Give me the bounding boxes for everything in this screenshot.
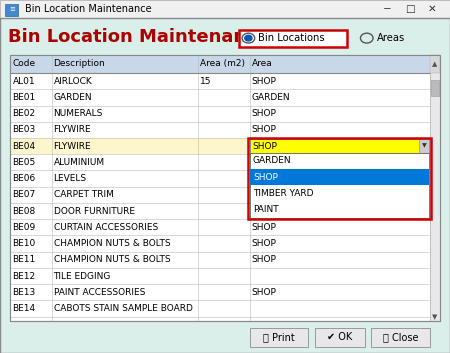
Text: BE01: BE01 <box>13 93 36 102</box>
Text: ALUMINIUM: ALUMINIUM <box>54 158 105 167</box>
Bar <box>250 328 308 347</box>
Text: CARPET TRIM: CARPET TRIM <box>54 190 113 199</box>
Circle shape <box>245 35 252 41</box>
Text: Description: Description <box>54 59 105 68</box>
Bar <box>10 73 430 89</box>
Text: ▼: ▼ <box>432 314 438 320</box>
Text: TIMBER YARD: TIMBER YARD <box>253 189 313 198</box>
Bar <box>250 153 429 218</box>
Text: GARDEN: GARDEN <box>253 156 292 166</box>
Bar <box>10 235 430 252</box>
Text: PAINT: PAINT <box>253 205 279 214</box>
Text: −: − <box>382 4 392 14</box>
Bar <box>419 139 429 153</box>
Text: BE13: BE13 <box>13 288 36 297</box>
Text: 🗂 Close: 🗂 Close <box>383 333 418 342</box>
Text: SHOP: SHOP <box>252 125 276 134</box>
Text: LEVELS: LEVELS <box>54 174 87 183</box>
Text: AIRLOCK: AIRLOCK <box>54 77 92 86</box>
Bar <box>430 55 440 321</box>
Text: AL01: AL01 <box>13 77 35 86</box>
Text: BE11: BE11 <box>13 255 36 264</box>
Bar <box>10 219 430 235</box>
Bar <box>10 300 430 317</box>
Text: Area (m2): Area (m2) <box>200 59 245 68</box>
Text: BE09: BE09 <box>13 223 36 232</box>
Bar <box>431 80 439 96</box>
Text: SHOP: SHOP <box>252 77 276 86</box>
Text: FLYWIRE: FLYWIRE <box>54 142 91 151</box>
Text: GARDEN: GARDEN <box>252 93 290 102</box>
Text: GARDEN: GARDEN <box>54 93 92 102</box>
Bar <box>10 252 430 268</box>
Text: BE10: BE10 <box>13 239 36 248</box>
Text: SHOP: SHOP <box>252 207 276 216</box>
Text: BE05: BE05 <box>13 158 36 167</box>
Text: SHOP: SHOP <box>252 142 277 151</box>
Text: BE02: BE02 <box>13 109 36 118</box>
Text: 15: 15 <box>200 77 212 86</box>
Text: SHOP: SHOP <box>252 109 276 118</box>
Text: □: □ <box>405 4 414 14</box>
Text: TILE EDGING: TILE EDGING <box>54 271 111 281</box>
Bar <box>10 55 440 321</box>
Text: Areas: Areas <box>377 33 405 43</box>
Bar <box>10 268 430 284</box>
Bar <box>250 169 429 185</box>
Bar <box>5 4 18 16</box>
Text: Bin Location Maintenance: Bin Location Maintenance <box>25 4 151 14</box>
Text: SHOP: SHOP <box>252 239 276 248</box>
Bar <box>315 328 365 347</box>
Bar <box>10 89 430 106</box>
Text: SHOP: SHOP <box>252 223 276 232</box>
Bar <box>10 284 430 300</box>
Bar <box>238 30 346 47</box>
Bar <box>10 170 430 187</box>
Text: FLYWIRE: FLYWIRE <box>54 125 91 134</box>
Text: ✔ OK: ✔ OK <box>327 333 352 342</box>
Text: SHOP: SHOP <box>252 255 276 264</box>
Text: BE14: BE14 <box>13 304 36 313</box>
Bar <box>10 154 430 170</box>
Bar <box>10 55 430 73</box>
Bar <box>10 122 430 138</box>
Text: SHOP: SHOP <box>253 173 278 182</box>
Bar <box>10 187 430 203</box>
Text: CABOTS STAIN SAMPLE BOARD: CABOTS STAIN SAMPLE BOARD <box>54 304 193 313</box>
Text: ▼: ▼ <box>422 144 427 149</box>
Bar <box>10 55 440 321</box>
Bar <box>371 328 430 347</box>
Bar <box>0 0 450 18</box>
Text: SHOP: SHOP <box>252 288 276 297</box>
Text: Bin Locations: Bin Locations <box>258 33 325 43</box>
Text: CHAMPION NUTS & BOLTS: CHAMPION NUTS & BOLTS <box>54 255 170 264</box>
Bar <box>10 106 430 122</box>
Text: NUMERALS: NUMERALS <box>54 109 103 118</box>
Text: CURTAIN ACCESSORIES: CURTAIN ACCESSORIES <box>54 223 158 232</box>
Text: ≡: ≡ <box>9 7 15 12</box>
Text: Bin Location Maintenance: Bin Location Maintenance <box>8 28 269 46</box>
Text: BE08: BE08 <box>13 207 36 216</box>
Text: Code: Code <box>13 59 36 68</box>
Text: CHAMPION NUTS & BOLTS: CHAMPION NUTS & BOLTS <box>54 239 170 248</box>
Text: BE07: BE07 <box>13 190 36 199</box>
Text: ✕: ✕ <box>428 4 436 14</box>
Text: 🖨 Print: 🖨 Print <box>263 333 295 342</box>
Text: ▲: ▲ <box>432 61 438 67</box>
Text: PAINT ACCESSORIES: PAINT ACCESSORIES <box>54 288 145 297</box>
Bar <box>430 55 440 73</box>
Bar <box>248 138 431 219</box>
Text: BE12: BE12 <box>13 271 36 281</box>
Bar <box>10 203 430 219</box>
Bar <box>250 139 429 153</box>
Text: BE04: BE04 <box>13 142 36 151</box>
Text: BE06: BE06 <box>13 174 36 183</box>
Text: SHOP: SHOP <box>252 158 276 167</box>
Text: Area: Area <box>252 59 272 68</box>
Text: BE03: BE03 <box>13 125 36 134</box>
Bar <box>10 138 430 154</box>
Text: DOOR FURNITURE: DOOR FURNITURE <box>54 207 135 216</box>
